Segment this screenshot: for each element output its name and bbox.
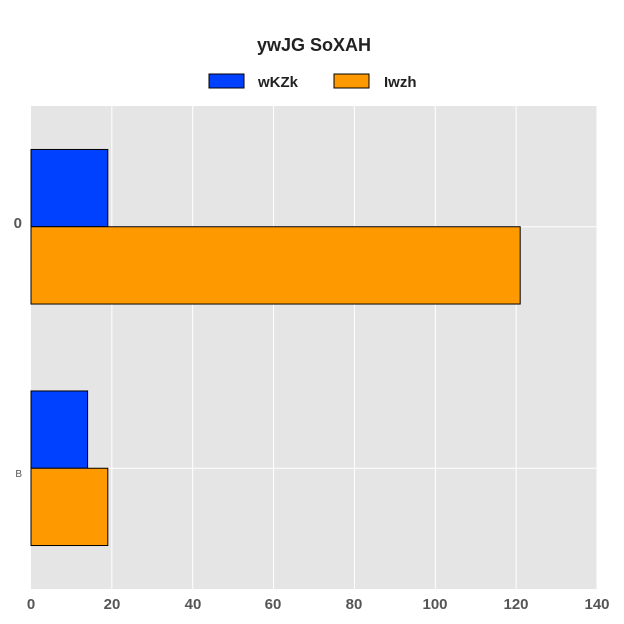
x-tick-label: 40 (185, 596, 202, 613)
x-axis: 0 20 40 60 80 100 120 140 (27, 596, 610, 613)
legend-label-wkzk: wKZk (257, 74, 299, 91)
y-axis: 0 B (14, 215, 23, 480)
x-tick-label: 80 (346, 596, 363, 613)
bars (30, 148, 521, 547)
y-tick-label: B (15, 469, 22, 480)
legend-label-iwzh: Iwzh (384, 74, 417, 91)
chart-title: ywJG SoXAH (257, 35, 371, 55)
bar-wkzk-b (30, 390, 89, 469)
gridlines (31, 106, 598, 589)
legend: wKZk Iwzh (208, 73, 417, 91)
x-tick-label: 100 (422, 596, 447, 613)
bar-iwzh-0 (30, 226, 521, 305)
legend-swatch-iwzh (333, 73, 370, 89)
x-tick-label: 0 (27, 596, 35, 613)
bar-iwzh-b (30, 467, 109, 547)
x-tick-label: 20 (104, 596, 121, 613)
x-tick-label: 140 (584, 596, 609, 613)
x-tick-label: 120 (503, 596, 528, 613)
y-tick-label: 0 (14, 215, 22, 232)
x-tick-label: 60 (265, 596, 282, 613)
bar-wkzk-0 (30, 148, 109, 228)
plot-area (31, 106, 597, 589)
legend-swatch-wkzk (208, 73, 245, 89)
